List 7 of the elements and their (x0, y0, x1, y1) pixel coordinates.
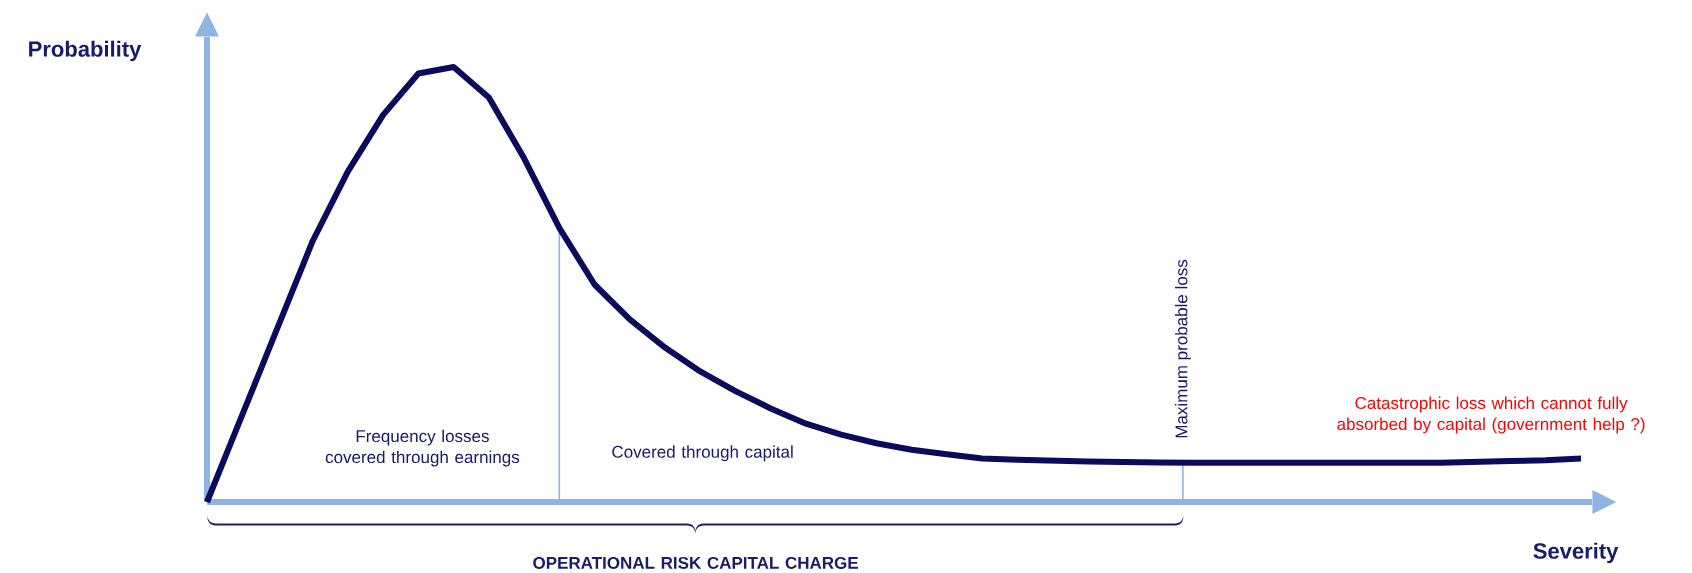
annotation: Covered through capital (612, 445, 793, 462)
annotation: Frequency losses covered through earnings (325, 429, 520, 467)
annotation: Maximum probable loss (1174, 259, 1191, 438)
text: OPERATIONAL RISK CAPITAL CHARGE (533, 556, 858, 569)
annotation: Catastrophic loss which cannot fully absorbed by capital (government help ?) (1337, 396, 1645, 434)
x-axis-title: Severity (1533, 542, 1619, 564)
y-axis-title: Probability (29, 40, 142, 62)
